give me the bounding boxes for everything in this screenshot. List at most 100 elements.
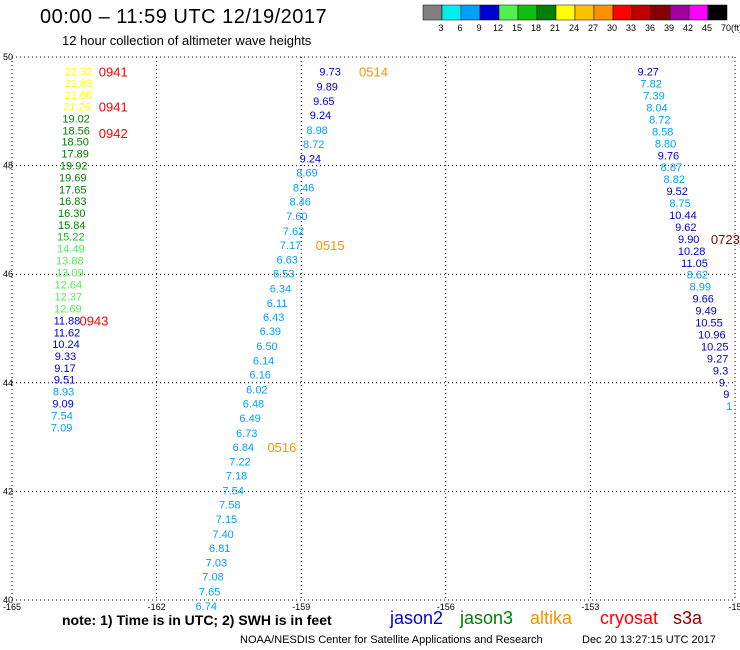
swh-data-label: 8.99: [690, 282, 711, 294]
swh-data-label: 17.89: [61, 149, 89, 161]
swh-data-label: 9.52: [666, 186, 687, 198]
y-tick-label: 48: [3, 161, 13, 171]
swh-data-label: 9.73: [319, 67, 340, 79]
swh-data-label: 9.: [719, 377, 728, 389]
swh-data-label: 7.62: [283, 226, 304, 238]
swh-data-label: 7.82: [640, 79, 661, 91]
swh-data-label: 6.16: [250, 370, 271, 382]
x-tick-label: -159: [292, 602, 310, 610]
swh-data-label: 8.69: [296, 168, 317, 180]
x-tick-label: -165: [3, 602, 21, 610]
swh-data-label: 19.92: [60, 161, 88, 173]
swh-data-label: 7.15: [216, 514, 237, 526]
swh-data-label: 7.03: [206, 558, 227, 570]
footnote: note: 1) Time is in UTC; 2) SWH is in fe…: [62, 612, 332, 628]
swh-data-label: 9.3: [713, 365, 728, 377]
swh-data-label: 6.39: [260, 326, 281, 338]
swh-data-label: 14.49: [57, 244, 85, 256]
swh-data-label: 15.84: [58, 220, 86, 232]
swh-data-label: 7.40: [212, 529, 233, 541]
y-tick-label: 42: [3, 486, 13, 496]
swh-data-label: 9.76: [658, 150, 679, 162]
legend-tick-label: 18: [531, 23, 541, 33]
swh-data-label: 13.88: [56, 256, 84, 268]
time-label: 0515: [316, 238, 345, 253]
swh-data-label: 6.02: [246, 384, 267, 396]
swh-data-label: 10.25: [701, 341, 729, 353]
swh-data-label: 8.58: [652, 126, 673, 138]
time-label: 0723: [711, 232, 740, 247]
swh-data-label: 15.22: [57, 232, 85, 244]
swh-data-label: 7.65: [199, 586, 220, 598]
swh-data-label: 7.54: [223, 485, 244, 497]
x-tick-label: -156: [437, 602, 455, 610]
time-label: 0943: [79, 313, 108, 328]
time-label: 0514: [359, 65, 388, 80]
swh-data-label: 6.14: [253, 356, 274, 368]
swh-data-label: 9.62: [675, 222, 696, 234]
chart-subtitle: 12 hour collection of altimeter wave hei…: [62, 33, 312, 48]
swh-data-label: 7.39: [643, 91, 664, 103]
swh-data-label: 6.63: [277, 255, 298, 267]
swh-data-label: 6.74: [196, 601, 217, 610]
swh-data-label: 6.11: [267, 298, 288, 310]
swh-data-label: 9.66: [692, 294, 713, 306]
x-tick-label: -162: [148, 602, 166, 610]
legend-swatch: [707, 4, 728, 21]
swh-data-label: 9.27: [707, 353, 728, 365]
legend-tick-label: 24: [569, 23, 579, 33]
swh-data-label: 7.60: [286, 211, 307, 223]
swh-data-label: 1: [726, 401, 732, 413]
swh-data-label: 9.89: [317, 81, 338, 93]
legend-tick-label: 15: [512, 23, 522, 33]
legend-tick-label: 42: [683, 23, 693, 33]
swh-data-label: 7.18: [226, 471, 247, 483]
sat-label-s3a: s3a: [673, 608, 703, 628]
x-tick-label: -153: [581, 602, 599, 610]
swh-data-label: 9.24: [300, 154, 321, 166]
swh-data-label: 9.33: [55, 351, 76, 363]
swh-data-label: 6.53: [273, 269, 294, 281]
sat-label-altika: altika: [530, 608, 573, 628]
y-tick-label: 50: [3, 52, 13, 62]
y-tick-label: 44: [3, 378, 13, 388]
swh-data-label: 8.87: [661, 162, 682, 174]
generated-timestamp: Dec 20 13:27:15 UTC 2017: [582, 634, 716, 646]
chart-title: 00:00 – 11:59 UTC 12/19/2017: [40, 6, 328, 28]
swh-data-label: 9.49: [695, 306, 716, 318]
swh-data-label: 7.54: [51, 410, 72, 422]
legend-tick-label: 30: [607, 23, 617, 33]
swh-data-label: 8.93: [53, 386, 74, 398]
swh-data-label: 8.82: [664, 174, 685, 186]
swh-data-label: 8.98: [306, 125, 327, 137]
legend-tick-label: 3: [438, 23, 443, 33]
swh-data-label: 7.58: [219, 499, 240, 511]
time-label: 0942: [99, 126, 128, 141]
legend-tick-label: 33: [626, 23, 636, 33]
time-label: 0516: [267, 440, 296, 455]
swh-data-label: 8.80: [655, 138, 676, 150]
swh-data-label: 13.09: [56, 268, 84, 280]
swh-data-label: 21.26: [63, 101, 91, 113]
swh-data-label: 7.08: [202, 572, 223, 584]
swh-data-label: 8.72: [649, 114, 670, 126]
legend-tick-label: 27: [588, 23, 598, 33]
credit-line: NOAA/NESDIS Center for Satellite Applica…: [240, 634, 543, 646]
swh-data-label: 16.30: [58, 208, 86, 220]
x-tick-label: -15: [728, 602, 740, 610]
swh-data-label: 12.64: [55, 280, 83, 292]
swh-data-label: 8.46: [293, 182, 314, 194]
legend-unit: (ft): [731, 23, 740, 33]
legend-tick-label: 21: [550, 23, 560, 33]
swh-data-label: 11.05: [681, 258, 708, 270]
swh-data-label: 7.22: [229, 457, 250, 469]
y-tick-label: 40: [3, 595, 13, 605]
swh-data-label: 8.46: [290, 196, 311, 208]
swh-data-label: 9.09: [52, 398, 73, 410]
swh-data-label: 6.43: [263, 312, 284, 324]
swh-data-label: 6.48: [243, 398, 264, 410]
time-label: 0941: [99, 99, 128, 114]
sat-label-cryosat: cryosat: [600, 608, 659, 628]
swh-data-label: 8.62: [687, 270, 708, 282]
